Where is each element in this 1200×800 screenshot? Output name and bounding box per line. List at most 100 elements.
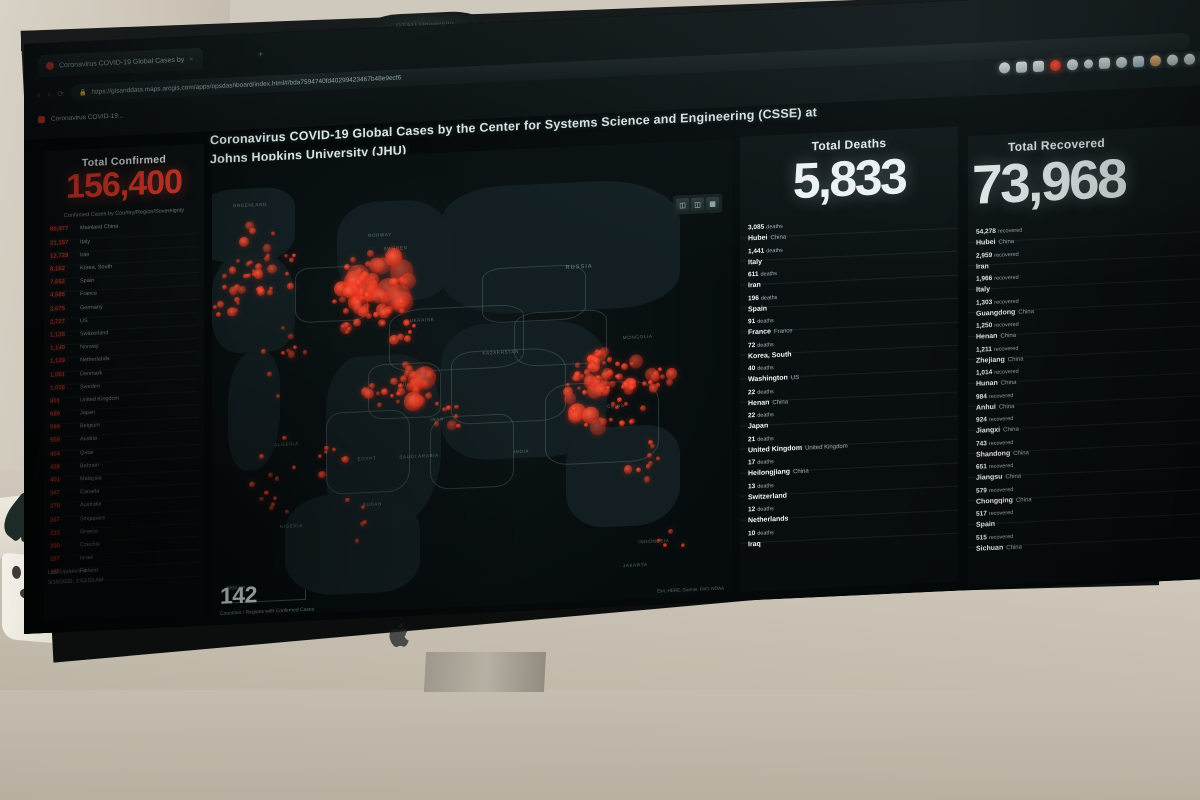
map-case-marker[interactable]	[373, 256, 391, 275]
map-case-marker[interactable]	[614, 405, 619, 410]
map-case-marker[interactable]	[642, 381, 647, 386]
map-case-marker[interactable]	[317, 454, 322, 459]
map-case-marker[interactable]	[285, 509, 290, 515]
map-case-marker[interactable]	[606, 357, 612, 363]
map-case-marker[interactable]	[643, 476, 651, 483]
map-case-marker[interactable]	[332, 299, 337, 304]
deaths-list[interactable]: 3,085 deaths Hubei China 1,441 deaths Italy 611…	[740, 204, 958, 548]
map-case-marker[interactable]	[398, 276, 405, 284]
map-case-marker[interactable]	[593, 356, 600, 365]
map-case-marker[interactable]	[221, 284, 227, 290]
map-case-marker[interactable]	[454, 404, 459, 410]
reload-icon[interactable]: ⟳	[57, 88, 65, 98]
map-case-marker[interactable]	[282, 435, 288, 441]
map-case-marker[interactable]	[456, 423, 461, 429]
map-case-marker[interactable]	[620, 384, 625, 389]
map-case-marker[interactable]	[621, 363, 629, 371]
recovered-list[interactable]: 54,278 recovered Hubei China 2,959 recovered I…	[968, 206, 1200, 552]
legend-icon[interactable]: ◫	[676, 198, 689, 212]
map-case-marker[interactable]	[574, 370, 581, 378]
map-case-marker[interactable]	[635, 467, 641, 473]
map-case-marker[interactable]	[649, 383, 658, 393]
map-case-marker[interactable]	[659, 374, 665, 380]
extension-square-blue-icon[interactable]	[1133, 55, 1144, 68]
map-case-marker[interactable]	[396, 399, 401, 404]
map-case-marker[interactable]	[273, 496, 278, 501]
extension-circle-white-icon[interactable]	[999, 62, 1010, 74]
map-case-marker[interactable]	[281, 351, 286, 356]
map-case-marker[interactable]	[403, 370, 411, 378]
map-case-marker[interactable]	[289, 257, 295, 263]
map-case-marker[interactable]	[235, 259, 240, 264]
map-case-marker[interactable]	[364, 389, 374, 399]
map-case-marker[interactable]	[615, 361, 621, 367]
map-case-marker[interactable]	[586, 363, 593, 371]
map-case-marker[interactable]	[274, 476, 280, 482]
close-icon[interactable]: ×	[189, 55, 194, 63]
map-case-marker[interactable]	[376, 402, 382, 408]
map-case-marker[interactable]	[264, 490, 270, 496]
browser-tab[interactable]: Coronavirus COVID-19 Global Cases by ×	[38, 47, 204, 78]
extension-square-white-2-icon[interactable]	[1033, 60, 1044, 73]
map-case-marker[interactable]	[665, 379, 673, 387]
map-case-marker[interactable]	[343, 308, 349, 314]
map-controls[interactable]: ◫ ◫ ▦	[673, 193, 722, 215]
map-case-marker[interactable]	[346, 326, 351, 331]
map-case-marker[interactable]	[342, 455, 350, 463]
map-case-marker[interactable]	[217, 300, 225, 308]
map-case-marker[interactable]	[264, 255, 270, 262]
extension-thumbnail-icon[interactable]	[1099, 57, 1110, 70]
map-case-marker[interactable]	[665, 368, 678, 381]
map-case-marker[interactable]	[442, 407, 447, 412]
map-case-marker[interactable]	[615, 372, 623, 381]
map-case-marker[interactable]	[318, 470, 326, 479]
extension-circle-orange-icon[interactable]	[1150, 55, 1161, 67]
map-case-marker[interactable]	[653, 369, 659, 376]
extension-cloud-2-icon[interactable]	[1184, 53, 1195, 66]
map-case-marker[interactable]	[343, 263, 350, 270]
map-case-marker[interactable]	[662, 542, 667, 548]
map-case-marker[interactable]	[353, 318, 361, 327]
map-case-marker[interactable]	[403, 334, 411, 342]
map-case-marker[interactable]	[302, 350, 308, 355]
map-case-marker[interactable]	[574, 361, 581, 368]
extension-circle-gray-icon[interactable]	[1067, 58, 1078, 71]
extension-circle-small-icon[interactable]	[1084, 59, 1093, 69]
map-case-marker[interactable]	[667, 528, 674, 535]
confirmed-country-list[interactable]: 80,977 Mainland China 21,157 Italy 12,729 Ira…	[44, 220, 204, 584]
map-case-marker[interactable]	[372, 311, 379, 318]
map-case-marker[interactable]	[284, 271, 289, 276]
map-case-marker[interactable]	[680, 543, 685, 548]
map-case-marker[interactable]	[402, 360, 409, 368]
map-case-marker[interactable]	[403, 391, 422, 411]
map-case-marker[interactable]	[407, 330, 412, 335]
map-case-marker[interactable]	[353, 303, 364, 315]
map-case-marker[interactable]	[248, 480, 255, 488]
map-case-marker[interactable]	[245, 220, 254, 230]
map-case-marker[interactable]	[398, 383, 403, 389]
layers-icon[interactable]: ◫	[691, 197, 704, 211]
map-case-marker[interactable]	[275, 393, 281, 399]
extension-circle-pale-icon[interactable]	[1116, 56, 1127, 69]
map-case-marker[interactable]	[649, 443, 655, 449]
map-case-marker[interactable]	[260, 349, 266, 355]
map-case-marker[interactable]	[596, 374, 601, 380]
map-case-marker[interactable]	[391, 277, 399, 286]
map-case-marker[interactable]	[345, 497, 350, 503]
map-case-marker[interactable]	[354, 538, 360, 544]
bookmark-label[interactable]: Coronavirus COVID-19...	[51, 111, 124, 123]
extension-square-white-icon[interactable]	[1016, 61, 1027, 73]
map-case-marker[interactable]	[268, 472, 274, 478]
map-case-marker[interactable]	[283, 254, 288, 259]
map-case-marker[interactable]	[234, 296, 240, 303]
map-case-marker[interactable]	[331, 447, 336, 452]
map-case-marker[interactable]	[397, 333, 404, 341]
map-case-marker[interactable]	[270, 502, 275, 507]
forward-icon[interactable]: ›	[47, 89, 51, 99]
map-case-marker[interactable]	[395, 390, 401, 397]
map-case-marker[interactable]	[259, 496, 265, 502]
back-icon[interactable]: ‹	[38, 89, 41, 99]
map-case-marker[interactable]	[293, 345, 298, 350]
map-case-marker[interactable]	[382, 389, 387, 395]
new-tab-button[interactable]: +	[258, 48, 264, 60]
